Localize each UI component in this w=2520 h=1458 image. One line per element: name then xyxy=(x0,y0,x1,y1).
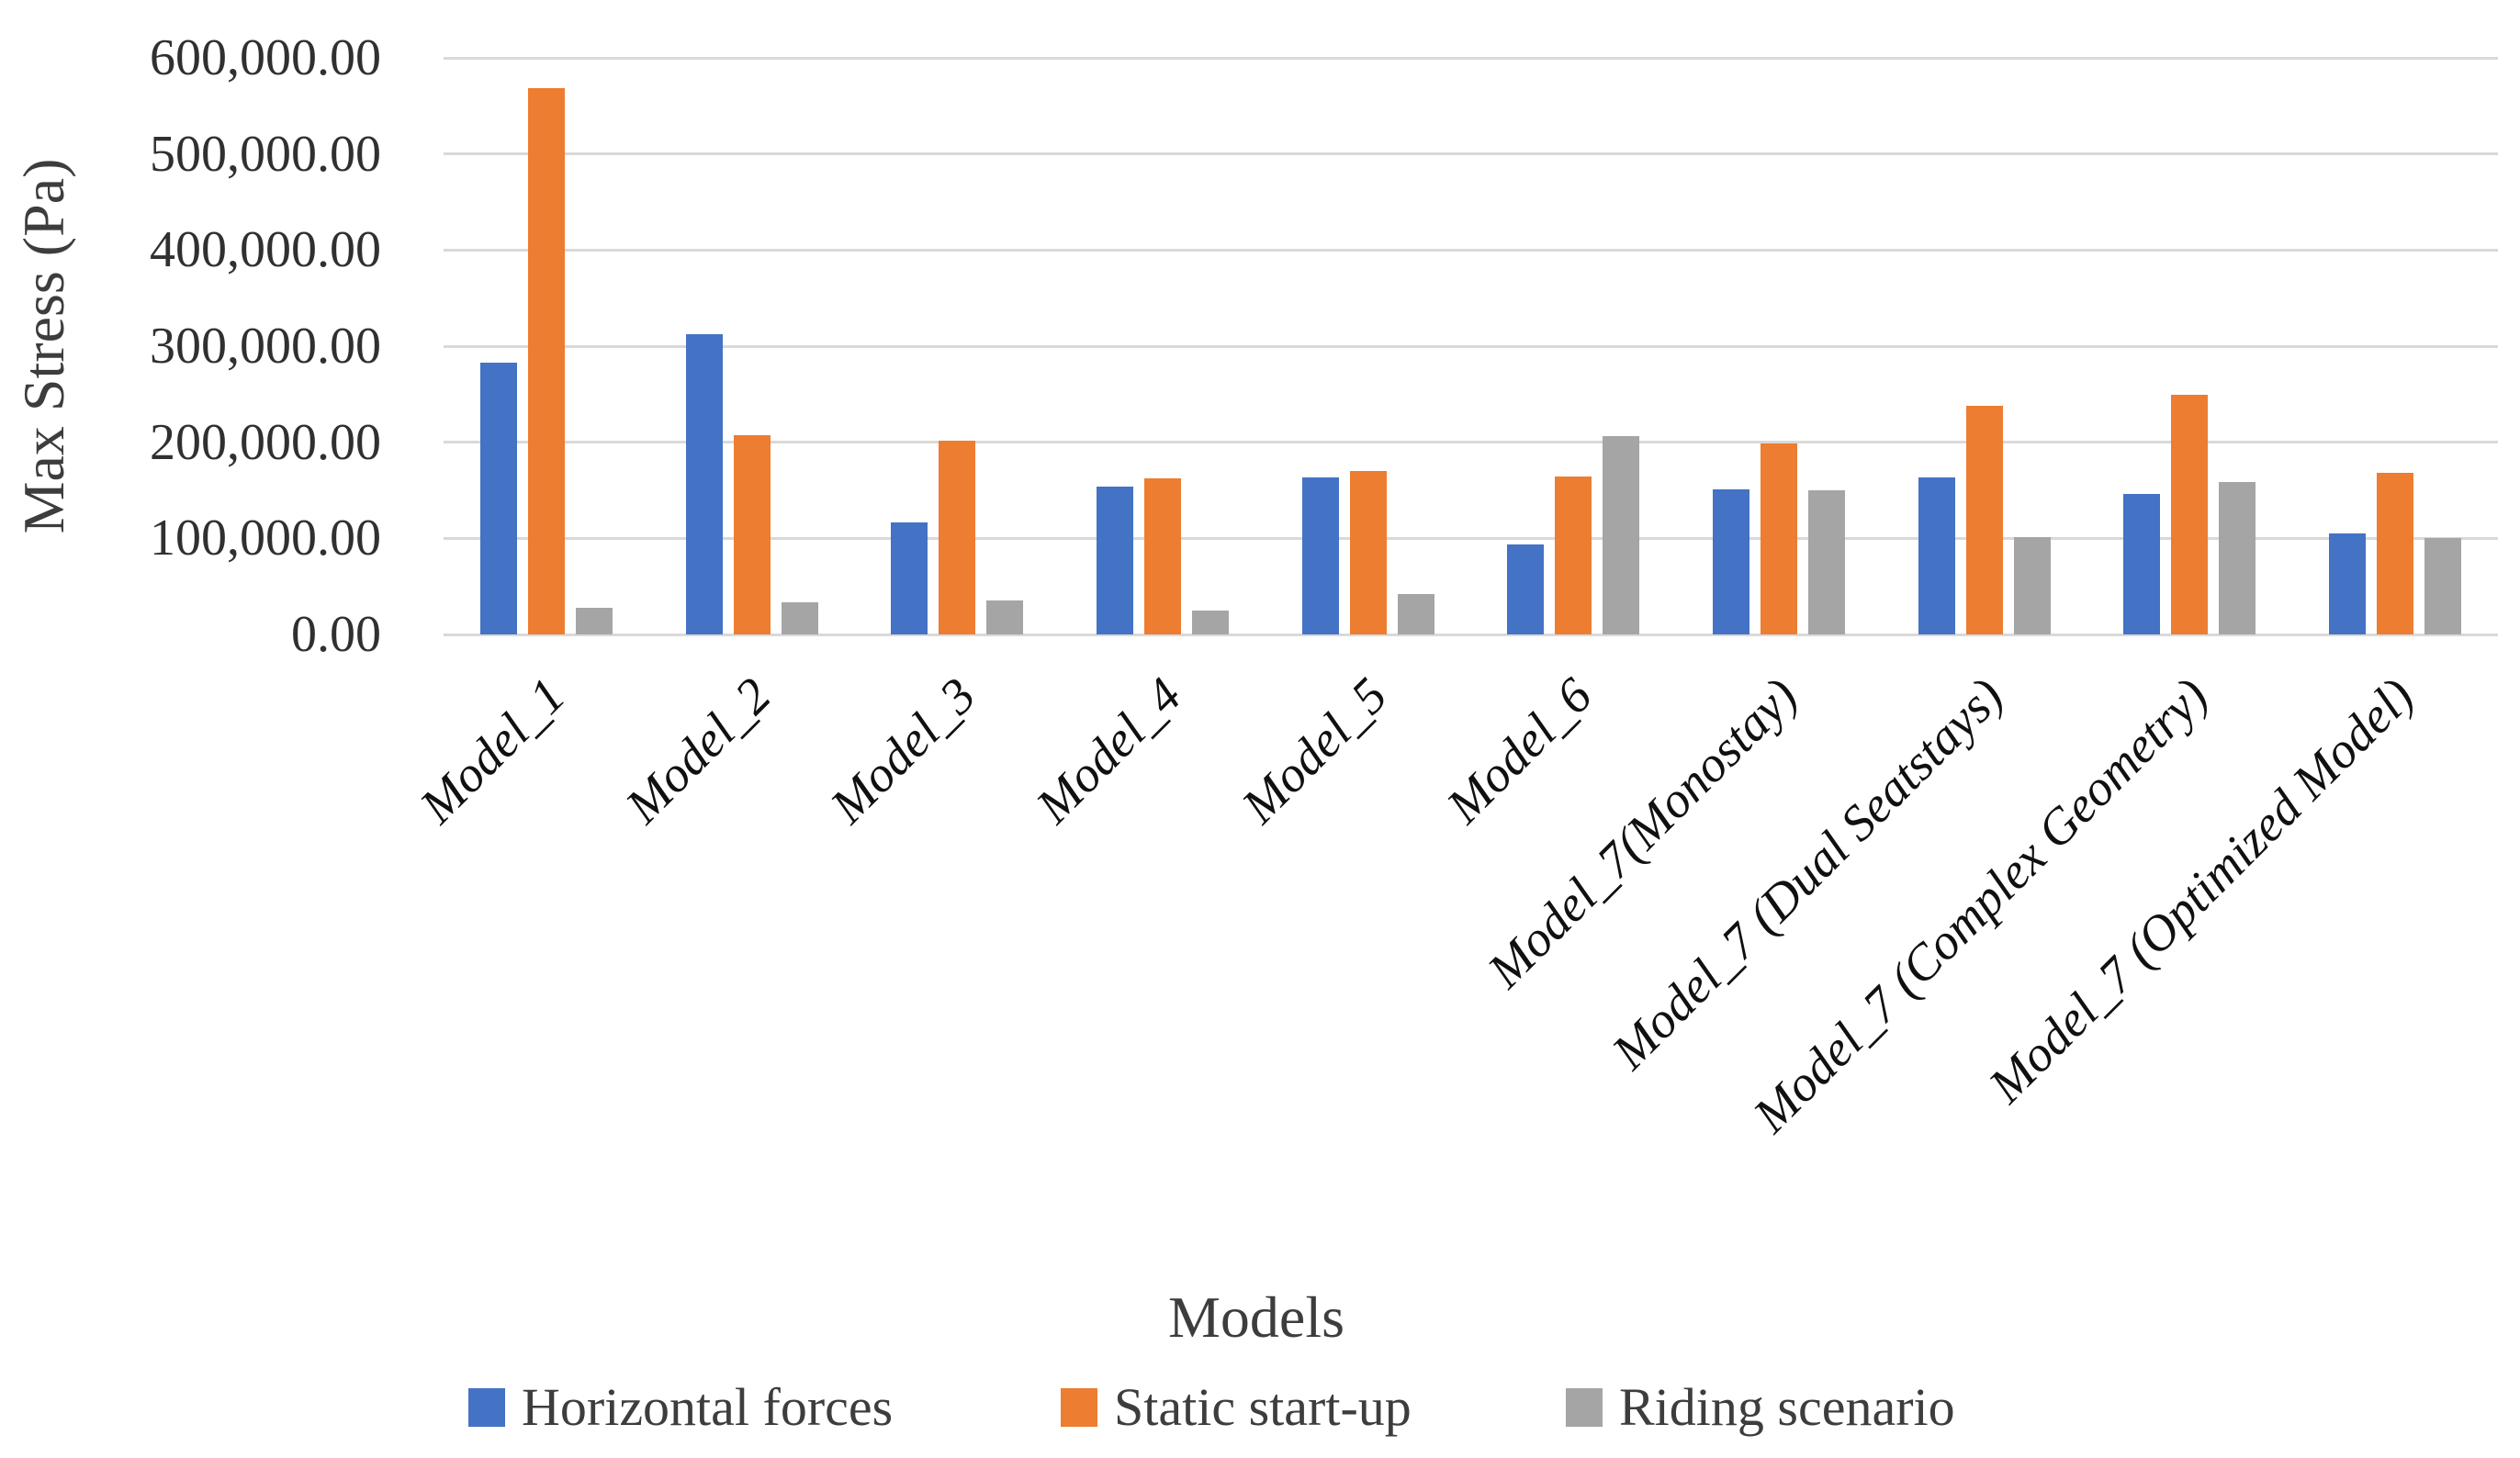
y-tick-label: 500,000.00 xyxy=(150,125,381,183)
gridline xyxy=(444,56,2498,60)
legend-label: Horizontal forces xyxy=(522,1377,894,1437)
legend-swatch-icon xyxy=(1566,1388,1603,1427)
bar-riding-scenario-4 xyxy=(1191,610,1229,634)
bar-riding-scenario-10 xyxy=(2424,538,2462,634)
x-axis-title: Models xyxy=(1168,1284,1344,1350)
bar-horizontal-forces-8 xyxy=(1918,477,1955,634)
gridline xyxy=(444,536,2498,540)
y-tick-label: 200,000.00 xyxy=(150,413,381,471)
bar-riding-scenario-2 xyxy=(781,602,818,634)
bar-static-start-up-1 xyxy=(527,88,565,634)
bar-riding-scenario-1 xyxy=(575,607,613,634)
bar-horizontal-forces-4 xyxy=(1096,486,1133,634)
bar-static-start-up-8 xyxy=(1965,405,2003,634)
legend-item: Riding scenario xyxy=(1566,1377,1955,1437)
bar-riding-scenario-3 xyxy=(986,600,1024,634)
y-tick-label: 400,000.00 xyxy=(150,221,381,279)
bar-static-start-up-7 xyxy=(1761,443,1798,634)
bar-horizontal-forces-1 xyxy=(479,362,517,634)
bar-riding-scenario-9 xyxy=(2219,481,2256,634)
legend-label: Static start-up xyxy=(1114,1377,1412,1437)
bar-static-start-up-10 xyxy=(2377,473,2414,634)
legend-item: Static start-up xyxy=(1061,1377,1412,1437)
y-tick-label: 300,000.00 xyxy=(150,318,381,375)
gridline xyxy=(444,152,2498,156)
bar-static-start-up-6 xyxy=(1555,477,1592,634)
bar-horizontal-forces-3 xyxy=(891,522,928,634)
legend-swatch-icon xyxy=(1061,1388,1097,1427)
bar-horizontal-forces-2 xyxy=(685,334,723,634)
gridline xyxy=(444,633,2498,636)
bar-riding-scenario-8 xyxy=(2013,537,2051,634)
gridline xyxy=(444,248,2498,252)
y-tick-label: 100,000.00 xyxy=(150,510,381,567)
gridline xyxy=(444,344,2498,348)
bar-horizontal-forces-10 xyxy=(2329,533,2367,634)
bar-static-start-up-2 xyxy=(733,435,771,634)
bar-riding-scenario-7 xyxy=(1808,490,1846,634)
legend-item: Horizontal forces xyxy=(468,1377,894,1437)
bar-horizontal-forces-5 xyxy=(1301,477,1339,634)
bar-static-start-up-9 xyxy=(2171,395,2209,634)
legend-label: Riding scenario xyxy=(1619,1377,1955,1437)
bar-static-start-up-5 xyxy=(1349,471,1387,634)
bar-horizontal-forces-7 xyxy=(1713,488,1750,634)
bar-horizontal-forces-6 xyxy=(1507,544,1545,634)
bar-horizontal-forces-9 xyxy=(2123,494,2161,634)
bar-riding-scenario-6 xyxy=(1603,436,1640,634)
bar-static-start-up-4 xyxy=(1143,478,1181,634)
bar-riding-scenario-5 xyxy=(1397,594,1434,634)
y-tick-label: 0.00 xyxy=(291,606,381,663)
bar-static-start-up-3 xyxy=(939,440,976,634)
legend-swatch-icon xyxy=(468,1388,505,1427)
gridline xyxy=(444,441,2498,444)
y-tick-label: 600,000.00 xyxy=(150,29,381,86)
